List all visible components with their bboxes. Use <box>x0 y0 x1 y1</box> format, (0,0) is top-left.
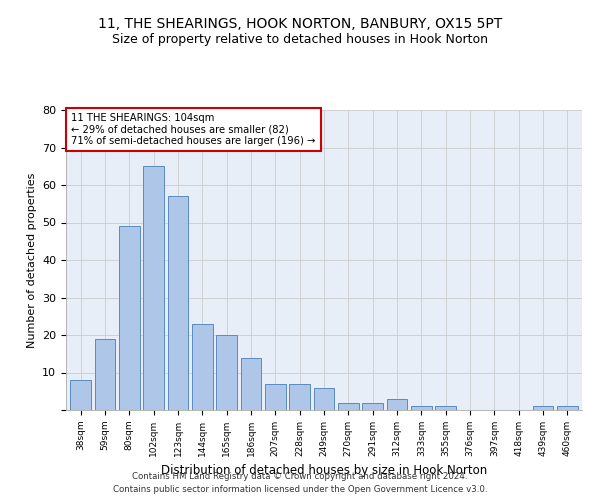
Bar <box>289 384 310 410</box>
Bar <box>95 339 115 410</box>
Text: Contains HM Land Registry data © Crown copyright and database right 2024.: Contains HM Land Registry data © Crown c… <box>132 472 468 481</box>
Y-axis label: Number of detached properties: Number of detached properties <box>26 172 37 348</box>
Bar <box>338 402 359 410</box>
Bar <box>216 335 237 410</box>
Bar <box>557 406 578 410</box>
Text: Contains public sector information licensed under the Open Government Licence v3: Contains public sector information licen… <box>113 484 487 494</box>
Bar <box>167 196 188 410</box>
Bar <box>386 399 407 410</box>
Bar <box>265 384 286 410</box>
Bar <box>314 388 334 410</box>
Bar <box>411 406 432 410</box>
Bar <box>192 324 212 410</box>
Bar <box>143 166 164 410</box>
Text: Size of property relative to detached houses in Hook Norton: Size of property relative to detached ho… <box>112 32 488 46</box>
Bar <box>70 380 91 410</box>
Bar <box>241 358 262 410</box>
Text: 11 THE SHEARINGS: 104sqm
← 29% of detached houses are smaller (82)
71% of semi-d: 11 THE SHEARINGS: 104sqm ← 29% of detach… <box>71 113 316 146</box>
Bar <box>119 226 140 410</box>
X-axis label: Distribution of detached houses by size in Hook Norton: Distribution of detached houses by size … <box>161 464 487 477</box>
Bar <box>533 406 553 410</box>
Bar <box>436 406 456 410</box>
Bar <box>362 402 383 410</box>
Text: 11, THE SHEARINGS, HOOK NORTON, BANBURY, OX15 5PT: 11, THE SHEARINGS, HOOK NORTON, BANBURY,… <box>98 18 502 32</box>
